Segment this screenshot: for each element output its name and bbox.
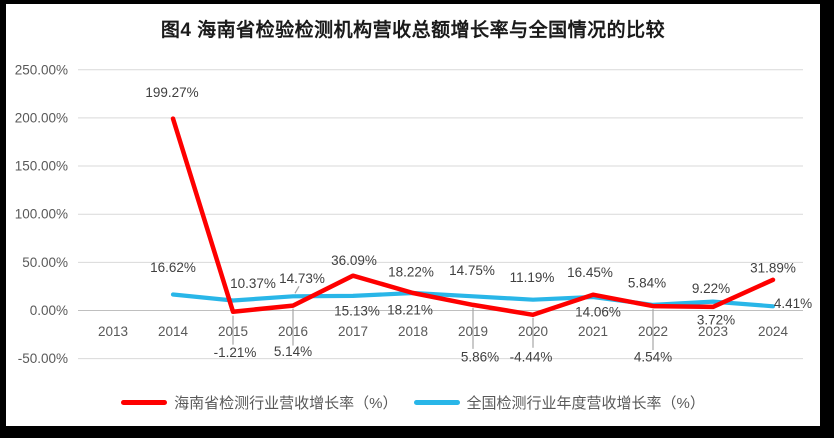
national-series-legend-label: 全国检测行业年度营收增长率（%） <box>466 395 705 412</box>
data-label: 4.41% <box>774 296 812 311</box>
y-tick-label: -50.00% <box>18 351 68 366</box>
data-label: 4.54% <box>634 350 672 365</box>
national-series-line <box>170 290 776 309</box>
data-label: 14.75% <box>449 263 495 278</box>
data-label: 11.19% <box>510 270 555 285</box>
data-label: 15.13% <box>334 303 380 318</box>
x-axis-label: 2024 <box>758 324 789 339</box>
data-label: -1.21% <box>214 345 257 360</box>
y-tick-label: 0.00% <box>30 303 68 318</box>
hainan-series-legend-label: 海南省检测行业营收增长率（%） <box>174 395 398 412</box>
data-label: 3.72% <box>697 312 735 327</box>
data-label: 16.62% <box>150 260 196 275</box>
y-tick-label: 50.00% <box>22 255 68 270</box>
data-label: -4.44% <box>510 349 553 364</box>
y-tick-label: 200.00% <box>15 110 68 125</box>
data-label: 199.27% <box>145 85 198 100</box>
data-label: 14.73% <box>279 271 325 286</box>
y-tick-label: 100.00% <box>15 207 68 222</box>
data-label: 14.06% <box>575 304 621 319</box>
national-series-legend-line-icon <box>413 400 460 405</box>
data-label: 16.45% <box>567 265 613 280</box>
hainan-series-legend-line-icon <box>121 400 168 405</box>
data-label: 9.22% <box>692 281 730 296</box>
data-label: 36.09% <box>331 253 377 268</box>
data-label: 18.21% <box>387 302 433 317</box>
line-chart-plot: 250.00% 200.00% 150.00% 100.00% 50.00% 0.00% -… <box>15 62 812 366</box>
x-axis-label: 2023 <box>698 324 728 339</box>
chart-legend: 海南省检测行业营收增长率（%） 全国检测行业年度营收增长率（%） <box>6 392 820 413</box>
x-axis-label: 2014 <box>158 324 189 339</box>
x-axis-label: 2017 <box>338 324 368 339</box>
chart-title: 图4 海南省检验检测机构营收总额增长率与全国情况的比较 <box>160 20 666 41</box>
data-label-leader-line <box>294 286 300 294</box>
data-label: 18.22% <box>388 264 434 279</box>
chart-canvas: 图4 海南省检验检测机构营收总额增长率与全国情况的比较 250.00% 200.0… <box>6 4 820 426</box>
data-label: 10.37% <box>230 276 276 291</box>
x-axis-label: 2021 <box>578 324 608 339</box>
y-tick-label: 150.00% <box>15 159 68 174</box>
hainan-series-line <box>170 116 776 318</box>
data-label: 5.84% <box>628 275 666 290</box>
x-axis-label: 2013 <box>98 324 128 339</box>
y-tick-label: 250.00% <box>15 62 68 77</box>
data-label: 5.86% <box>461 349 499 364</box>
data-label: 31.89% <box>750 260 796 275</box>
x-axis-label: 2018 <box>398 324 428 339</box>
data-label: 5.14% <box>274 344 312 359</box>
